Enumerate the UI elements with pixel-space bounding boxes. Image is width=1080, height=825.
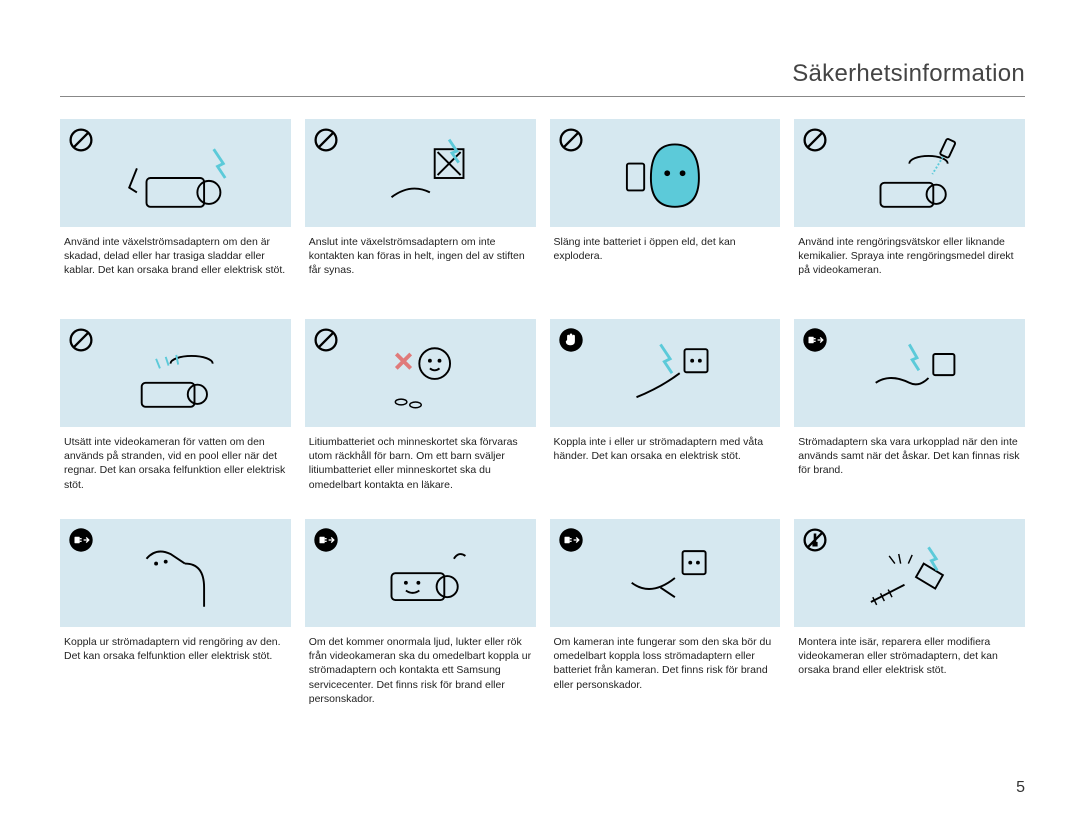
safety-card: Koppla ur strömadaptern vid rengöring av… [60, 519, 291, 706]
card-caption: Litiumbatteriet och minneskortet ska för… [305, 427, 536, 505]
safety-doodle [794, 119, 1025, 227]
card-illustration [305, 519, 536, 627]
page-number: 5 [1016, 779, 1025, 797]
card-illustration [305, 119, 536, 227]
page-title: Säkerhetsinformation [792, 60, 1025, 88]
safety-doodle [550, 119, 781, 227]
safety-card: Använd inte växelströmsadaptern om den ä… [60, 119, 291, 305]
card-caption: Montera inte isär, reparera eller modifi… [794, 627, 1025, 705]
safety-doodle [794, 519, 1025, 627]
card-illustration [550, 319, 781, 427]
safety-card: Montera inte isär, reparera eller modifi… [794, 519, 1025, 706]
safety-doodle [550, 519, 781, 627]
page-header: Säkerhetsinformation [60, 60, 1025, 97]
safety-doodle [60, 519, 291, 627]
card-caption: Koppla ur strömadaptern vid rengöring av… [60, 627, 291, 705]
card-illustration [550, 119, 781, 227]
card-caption: Om det kommer onormala ljud, lukter elle… [305, 627, 536, 706]
card-caption: Anslut inte växelströmsadaptern om inte … [305, 227, 536, 305]
card-caption: Strömadaptern ska vara urkopplad när den… [794, 427, 1025, 505]
card-illustration [550, 519, 781, 627]
safety-card: Strömadaptern ska vara urkopplad när den… [794, 319, 1025, 505]
safety-card: Litiumbatteriet och minneskortet ska för… [305, 319, 536, 505]
safety-page: Säkerhetsinformation Använd inte växelst… [0, 0, 1080, 825]
safety-doodle [60, 119, 291, 227]
safety-card: Anslut inte växelströmsadaptern om inte … [305, 119, 536, 305]
card-caption: Utsätt inte videokameran för vatten om d… [60, 427, 291, 505]
card-illustration [305, 319, 536, 427]
card-caption: Använd inte växelströmsadaptern om den ä… [60, 227, 291, 305]
safety-card: Koppla inte i eller ur strömadaptern med… [550, 319, 781, 505]
card-illustration [60, 319, 291, 427]
safety-doodle [794, 319, 1025, 427]
safety-doodle [305, 319, 536, 427]
card-illustration [794, 119, 1025, 227]
safety-doodle [550, 319, 781, 427]
card-illustration [60, 119, 291, 227]
card-illustration [794, 319, 1025, 427]
safety-doodle [305, 119, 536, 227]
safety-card: Om kameran inte fungerar som den ska bör… [550, 519, 781, 706]
safety-doodle [60, 319, 291, 427]
card-caption: Koppla inte i eller ur strömadaptern med… [550, 427, 781, 505]
safety-card: Släng inte batteriet i öppen eld, det ka… [550, 119, 781, 305]
card-caption: Om kameran inte fungerar som den ska bör… [550, 627, 781, 705]
safety-grid: Använd inte växelströmsadaptern om den ä… [60, 119, 1025, 706]
safety-card: Utsätt inte videokameran för vatten om d… [60, 319, 291, 505]
safety-card: Använd inte rengöringsvätskor eller likn… [794, 119, 1025, 305]
card-caption: Använd inte rengöringsvätskor eller likn… [794, 227, 1025, 305]
safety-card: Om det kommer onormala ljud, lukter elle… [305, 519, 536, 706]
card-caption: Släng inte batteriet i öppen eld, det ka… [550, 227, 781, 305]
card-illustration [60, 519, 291, 627]
safety-doodle [305, 519, 536, 627]
card-illustration [794, 519, 1025, 627]
